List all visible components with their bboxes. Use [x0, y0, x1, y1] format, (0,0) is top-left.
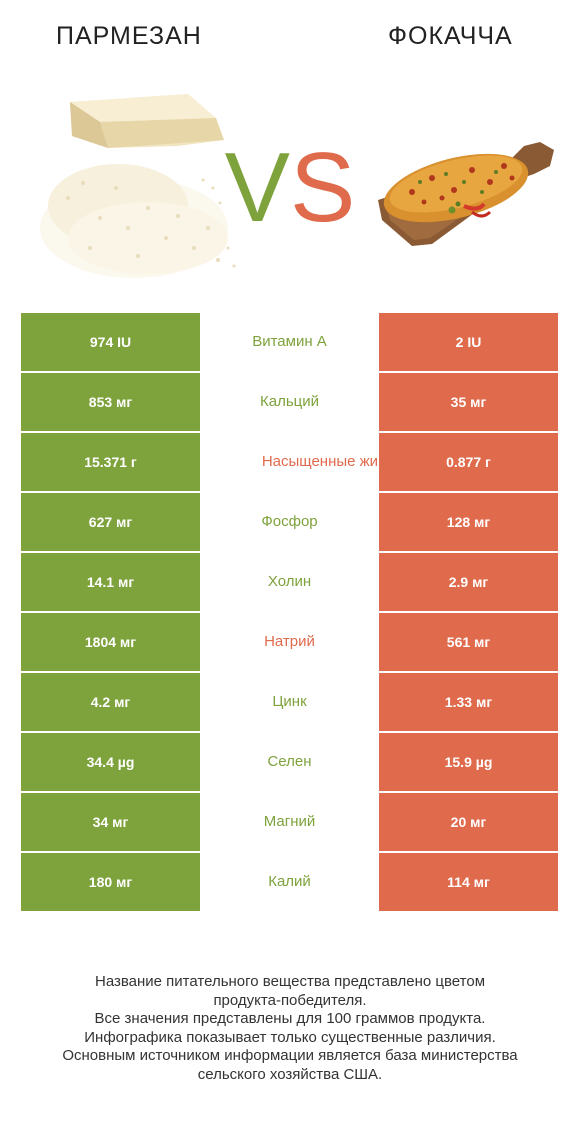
- table-row: 1804 мг Натрий 561 мг: [21, 613, 558, 671]
- table-row: 627 мг Фосфор 128 мг: [21, 493, 558, 551]
- nutrient-name: Селен: [200, 733, 379, 791]
- footer-line: Название питательного вещества представл…: [94, 973, 486, 990]
- table-row: 4.2 мг Цинк 1.33 мг: [21, 673, 558, 731]
- nutrient-name: Натрий: [200, 613, 379, 671]
- footer-line: Основным источником информации является …: [62, 1047, 518, 1064]
- left-value: 34.4 µg: [21, 733, 200, 791]
- left-value: 853 мг: [21, 373, 200, 431]
- right-value: 2 IU: [379, 313, 558, 371]
- left-value: 34 мг: [21, 793, 200, 851]
- nutrient-name: Витамин A: [200, 313, 379, 371]
- nutrient-name: Холин: [200, 553, 379, 611]
- left-value: 15.371 г: [21, 433, 200, 491]
- right-value: 128 мг: [379, 493, 558, 551]
- right-value: 1.33 мг: [379, 673, 558, 731]
- table-row: 180 мг Калий 114 мг: [21, 853, 558, 911]
- right-value: 114 мг: [379, 853, 558, 911]
- left-value: 627 мг: [21, 493, 200, 551]
- nutrient-name: Кальций: [200, 373, 379, 431]
- left-value: 180 мг: [21, 853, 200, 911]
- table-row: 15.371 г Насыщенные жиры 0.877 г: [21, 433, 558, 491]
- footer-line: Инфографика показывает только существенн…: [84, 1028, 496, 1046]
- table-row: 34 мг Магний 20 мг: [21, 793, 558, 851]
- left-value: 974 IU: [21, 313, 200, 371]
- focaccia-image: [372, 140, 558, 248]
- vs-label: VS: [222, 132, 358, 242]
- right-value: 15.9 µg: [379, 733, 558, 791]
- left-value: 1804 мг: [21, 613, 200, 671]
- right-value: 561 мг: [379, 613, 558, 671]
- right-value: 0.877 г: [379, 433, 558, 491]
- table-row: 853 мг Кальций 35 мг: [21, 373, 558, 431]
- nutrient-name: Фосфор: [200, 493, 379, 551]
- vs-s-letter: S: [290, 132, 356, 242]
- right-value: 35 мг: [379, 373, 558, 431]
- right-food-title: ФОКАЧЧА: [388, 22, 513, 50]
- left-food-title: ПАРМЕЗАН: [56, 22, 202, 50]
- left-value: 4.2 мг: [21, 673, 200, 731]
- right-value: 2.9 мг: [379, 553, 558, 611]
- footer-line: Все значения представлены для 100 граммо…: [94, 1010, 486, 1027]
- parmesan-image: [38, 88, 243, 288]
- table-row: 14.1 мг Холин 2.9 мг: [21, 553, 558, 611]
- footer-notes: Название питательного вещества представл…: [20, 973, 560, 1084]
- nutrient-name: Калий: [200, 853, 379, 911]
- table-row: 34.4 µg Селен 15.9 µg: [21, 733, 558, 791]
- left-value: 14.1 мг: [21, 553, 200, 611]
- nutrient-name: Магний: [200, 793, 379, 851]
- nutrient-name: Цинк: [200, 673, 379, 731]
- right-value: 20 мг: [379, 793, 558, 851]
- vs-v-letter: V: [224, 132, 290, 242]
- footer-line: продукта-победителя.: [213, 991, 367, 1009]
- footer-line: сельского хозяйства США.: [197, 1065, 383, 1083]
